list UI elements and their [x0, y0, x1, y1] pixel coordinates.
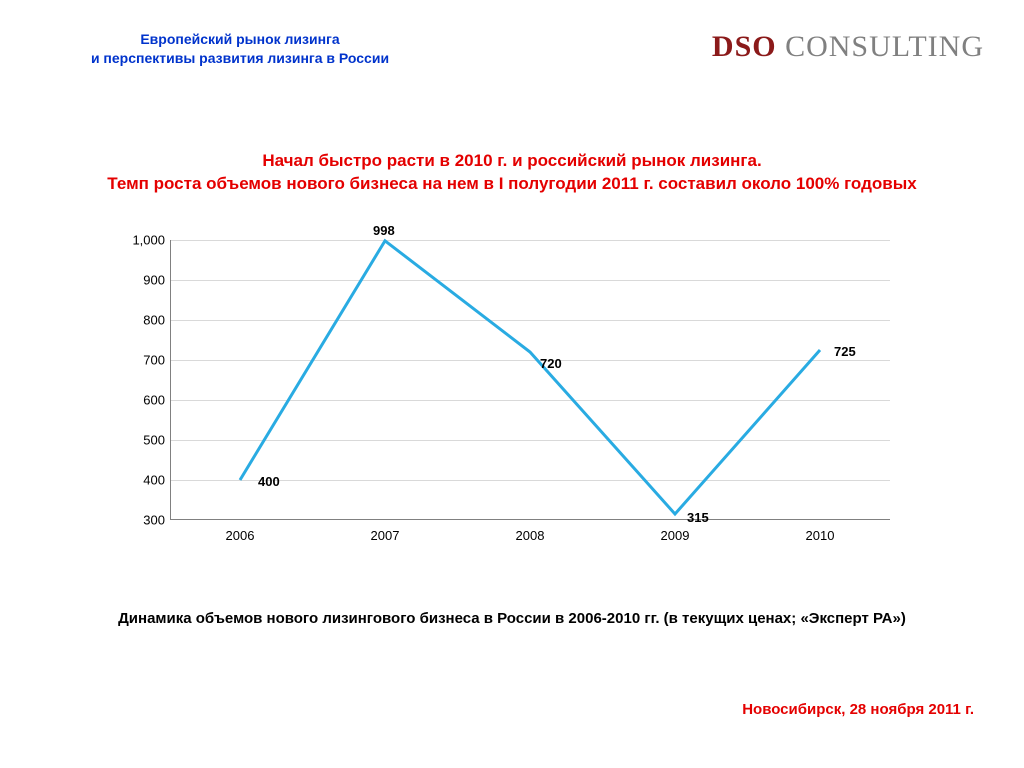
headline: Начал быстро расти в 2010 г. и российски… — [30, 150, 994, 196]
x-tick-label: 2008 — [500, 528, 560, 543]
headline-line2: Темп роста объемов нового бизнеса на нем… — [30, 173, 994, 196]
brand-logo: DSO CONSULTING — [712, 30, 984, 64]
y-tick-label: 700 — [115, 353, 165, 368]
y-tick-label: 800 — [115, 313, 165, 328]
chart-caption: Динамика объемов нового лизингового бизн… — [0, 610, 1024, 627]
line-chart: 300 400 500 600 700 800 900 1,000 2006 2007 2008 2… — [115, 230, 910, 560]
data-label: 720 — [540, 356, 562, 371]
data-label: 725 — [834, 344, 856, 359]
data-label: 315 — [687, 510, 709, 525]
x-tick-label: 2009 — [645, 528, 705, 543]
y-tick-label: 600 — [115, 393, 165, 408]
slide: Европейский рынок лизинга и перспективы … — [0, 0, 1024, 768]
logo-consulting: CONSULTING — [777, 30, 984, 63]
footer-text: Новосибирск, 28 ноября 2011 г. — [742, 701, 974, 718]
header-title-line1: Европейский рынок лизинга — [60, 30, 420, 49]
y-tick-label: 300 — [115, 513, 165, 528]
x-tick-label: 2010 — [790, 528, 850, 543]
x-tick-label: 2007 — [355, 528, 415, 543]
x-tick-label: 2006 — [210, 528, 270, 543]
y-tick-label: 1,000 — [115, 233, 165, 248]
y-tick-label: 900 — [115, 273, 165, 288]
data-label: 400 — [258, 474, 280, 489]
logo-dso: DSO — [712, 30, 777, 63]
y-tick-label: 500 — [115, 433, 165, 448]
data-label: 998 — [373, 223, 395, 238]
header-title-line2: и перспективы развития лизинга в России — [60, 49, 420, 68]
headline-line1: Начал быстро расти в 2010 г. и российски… — [30, 150, 994, 173]
y-tick-label: 400 — [115, 473, 165, 488]
header-title: Европейский рынок лизинга и перспективы … — [60, 30, 420, 68]
